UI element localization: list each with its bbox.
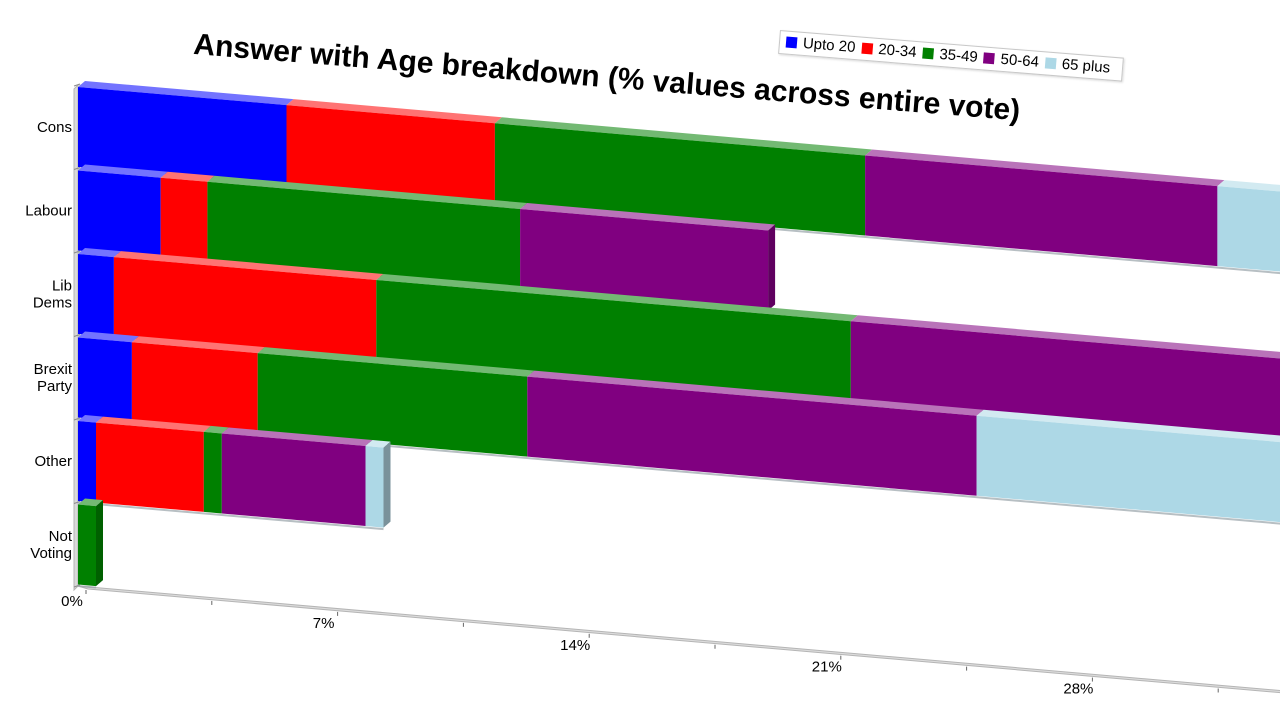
bar-segment	[365, 446, 384, 528]
bar-segment	[78, 337, 132, 423]
bar-top-face	[78, 248, 121, 258]
bar-segment	[78, 421, 96, 503]
bar-top-face	[850, 315, 1280, 359]
bar-top-face	[1217, 180, 1280, 192]
bar-end-face	[96, 500, 103, 587]
bar-top-face	[976, 409, 1280, 443]
bar-segment	[257, 353, 528, 457]
bar-segment	[221, 433, 366, 526]
legend-label: 50-64	[999, 50, 1040, 71]
x-tick-label: 21%	[812, 659, 842, 676]
bar-segment	[78, 87, 287, 186]
value-axis-floor	[77, 585, 1280, 694]
x-tick-label: 7%	[313, 615, 335, 632]
category-label: Other	[34, 453, 72, 470]
bar-top-face	[160, 171, 215, 182]
category-label: Party	[37, 378, 73, 395]
bar-segment	[1217, 186, 1280, 272]
legend-label: 35-49	[938, 45, 979, 66]
legend-swatch	[785, 36, 798, 49]
bar-segment	[865, 155, 1218, 267]
bar-segment	[976, 415, 1280, 523]
legend-swatch	[860, 42, 873, 55]
x-tick-label: 28%	[1063, 681, 1093, 698]
category-label: Voting	[30, 545, 72, 562]
x-tick-label: 0%	[61, 593, 83, 610]
legend-label: Upto 20	[802, 34, 857, 57]
bar-segment	[160, 177, 208, 262]
bar-top-face	[257, 347, 535, 377]
bar-segment	[78, 254, 114, 338]
bar-segment	[78, 170, 161, 258]
category-tick	[73, 83, 81, 87]
bar-top-face	[203, 425, 229, 434]
bar-top-face	[78, 331, 139, 343]
bar-top-face	[865, 149, 1225, 187]
bar-segment	[78, 504, 96, 587]
legend-label: 20-34	[877, 40, 918, 61]
legend-item: 35-49	[922, 45, 979, 66]
bar-segment	[96, 422, 204, 512]
legend-swatch	[922, 47, 934, 60]
bar-top-face	[221, 427, 373, 446]
category-label: Not	[49, 528, 73, 545]
legend-swatch	[983, 52, 996, 65]
bar-segment	[286, 105, 495, 204]
bar-top-face	[520, 203, 776, 231]
legend-item: Upto 20	[785, 34, 857, 57]
category-axis-wall	[73, 83, 79, 592]
bar-separator	[77, 585, 97, 589]
bar-end-face	[383, 441, 391, 528]
legend-item: 20-34	[860, 40, 918, 61]
bar-end-face	[768, 224, 776, 311]
bar-top-face	[78, 498, 103, 507]
category-label: Brexit	[34, 361, 73, 378]
bar-top-face	[286, 99, 502, 124]
legend-item: 50-64	[983, 49, 1040, 71]
legend-label: 65 plus	[1061, 55, 1111, 77]
bar-top-face	[78, 415, 103, 423]
x-tick-label: 14%	[560, 637, 590, 654]
category-label: Cons	[37, 119, 72, 136]
bar-top-face	[527, 370, 984, 416]
bar-segment	[494, 123, 866, 236]
legend-swatch	[1044, 57, 1057, 70]
bar-segment	[131, 342, 258, 434]
bar-top-face	[78, 164, 168, 178]
category-label: Labour	[25, 202, 72, 219]
bar-separator	[77, 501, 384, 531]
bar-top-face	[113, 251, 384, 280]
bar-segment	[207, 181, 521, 289]
bar-segment	[113, 257, 377, 360]
legend-item: 65 plus	[1044, 54, 1111, 77]
bar-top-face	[96, 416, 211, 432]
category-label: Lib	[52, 277, 72, 294]
bar-top-face	[365, 440, 391, 448]
bar-top-face	[131, 336, 265, 354]
bar-top-face	[78, 81, 294, 106]
bar-segment	[203, 431, 222, 514]
category-label: Dems	[33, 294, 72, 311]
bar-segment	[527, 376, 977, 496]
bar-top-face	[207, 175, 528, 209]
bar-top-face	[376, 274, 858, 322]
bar-segment	[376, 280, 851, 402]
bar-segment	[520, 209, 769, 311]
bar-top-face	[494, 117, 873, 156]
